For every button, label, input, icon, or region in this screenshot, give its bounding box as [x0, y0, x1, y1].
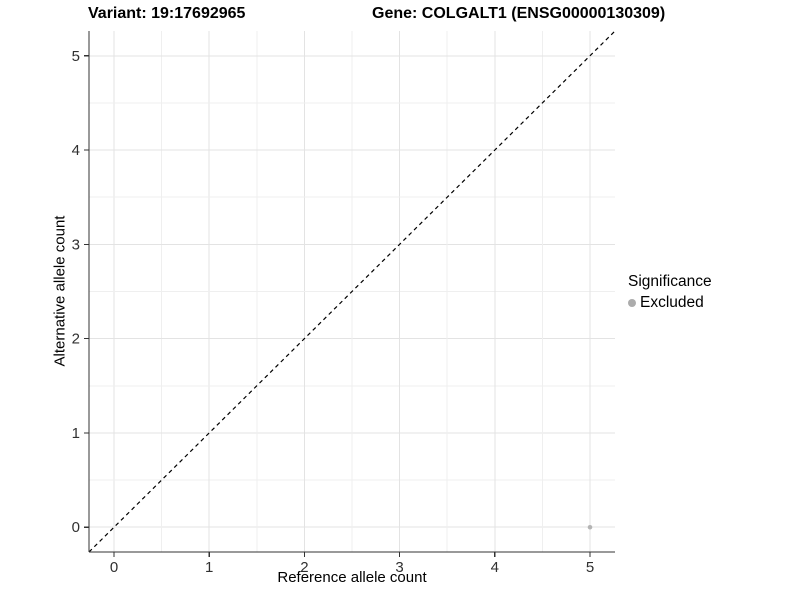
- y-tick-label: 3: [72, 236, 80, 253]
- x-tick-label: 3: [395, 559, 403, 576]
- legend-item-label: Excluded: [640, 294, 704, 311]
- variant-title: Variant: 19:17692965: [88, 5, 246, 22]
- y-tick-label: 0: [72, 519, 80, 536]
- data-point: [587, 524, 593, 530]
- x-tick-label: 0: [110, 559, 118, 576]
- y-tick-label: 4: [72, 142, 80, 159]
- x-axis-title: Reference allele count: [277, 569, 427, 586]
- identity-line: [88, 30, 616, 553]
- x-tick-label: 5: [586, 559, 594, 576]
- y-tick-label: 5: [72, 48, 80, 65]
- legend-item-excluded: Excluded: [628, 294, 712, 312]
- x-tick-label: 2: [300, 559, 308, 576]
- x-tick-label: 1: [205, 559, 213, 576]
- legend: Significance Excluded: [628, 273, 712, 312]
- y-tick-label: 1: [72, 425, 80, 442]
- y-tick-label: 2: [72, 331, 80, 348]
- legend-title: Significance: [628, 273, 712, 290]
- legend-point-icon: [628, 299, 636, 307]
- x-tick-label: 4: [491, 559, 499, 576]
- gene-title: Gene: COLGALT1 (ENSG00000130309): [372, 5, 666, 22]
